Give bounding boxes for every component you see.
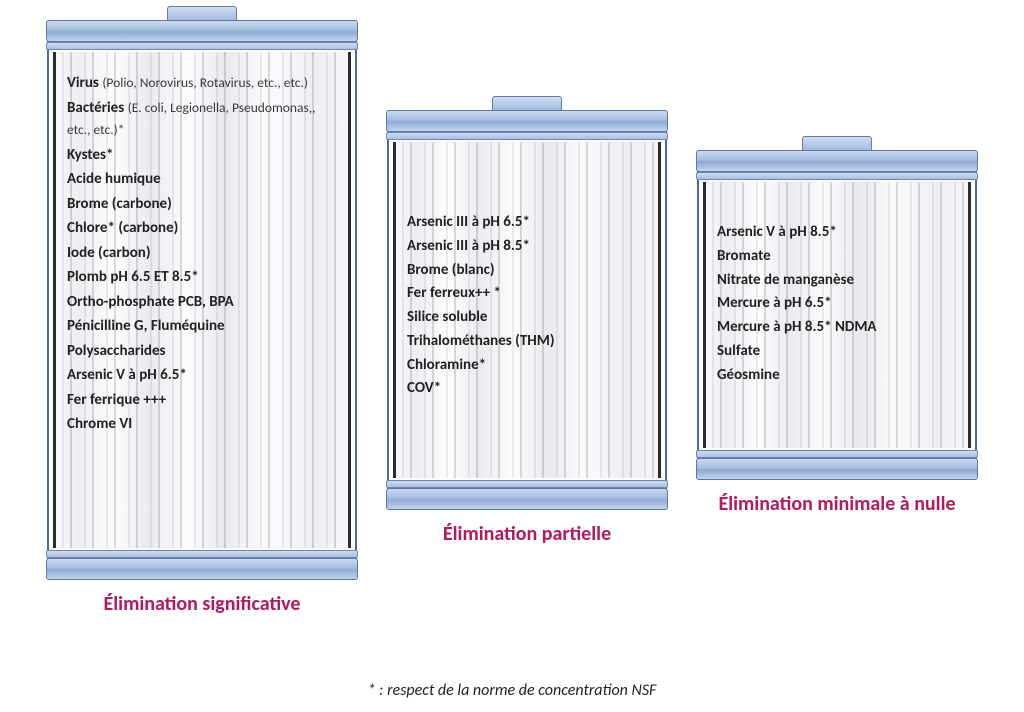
list-item: Trihalométhanes (THM) — [407, 331, 651, 353]
filter-content-list: Arsenic III à pH 6.5* Arsenic III à pH 8.… — [407, 212, 651, 472]
list-item-bold: Mercure à pH 6.5* — [717, 294, 832, 312]
filter-significative-wrap: Virus (Polio, Norovirus, Rotavirus, etc.… — [47, 20, 357, 616]
filter-cap-inner-top — [696, 172, 978, 180]
filter-cap-inner-bottom — [696, 450, 978, 458]
list-item-bold: Silice soluble — [407, 308, 487, 326]
list-item: Chloramine* — [407, 355, 651, 377]
list-item: Brome (carbone) — [67, 193, 341, 216]
filter-cap-top — [696, 150, 978, 172]
list-item-bold: Chrome VI — [67, 415, 132, 433]
list-item-bold: Acide humique — [67, 170, 161, 188]
filter-minimale-wrap: Arsenic V à pH 8.5* Bromate Nitrate de man… — [697, 20, 977, 516]
filter-cap-bottom — [696, 458, 978, 480]
filters-row: Virus (Polio, Norovirus, Rotavirus, etc.… — [0, 0, 1024, 616]
list-item: Bromate — [717, 246, 961, 268]
list-item-bold: Arsenic III à pH 8.5* — [407, 237, 530, 255]
filter-partielle: Arsenic III à pH 6.5* Arsenic III à pH 8.… — [387, 110, 667, 510]
list-item: Iode (carbon) — [67, 242, 341, 265]
list-item: Chlore* (carbone) — [67, 217, 341, 240]
caption-partielle: Élimination partielle — [443, 522, 611, 546]
filter-content-list: Arsenic V à pH 8.5* Bromate Nitrate de man… — [717, 222, 961, 442]
list-item-bold: Fer ferrique +++ — [67, 391, 166, 409]
filter-cap-bottom — [46, 558, 358, 580]
list-item-bold: Mercure à pH 8.5* NDMA — [717, 318, 877, 336]
list-item: Fer ferreux++ * — [407, 283, 651, 305]
list-item: Polysaccharides — [67, 340, 341, 363]
list-item: Fer ferrique +++ — [67, 389, 341, 412]
list-item: Chrome VI — [67, 413, 341, 436]
list-item-bold: Chlore* (carbone) — [67, 219, 178, 237]
list-item-bold: Arsenic V à pH 6.5* — [67, 366, 187, 384]
list-item-bold: Bromate — [717, 247, 771, 265]
list-item: Kystes* — [67, 144, 341, 167]
list-item: Mercure à pH 6.5* — [717, 293, 961, 315]
footnote-text: * : respect de la norme de concentration… — [0, 681, 1024, 700]
list-item-bold: Bactéries — [67, 99, 128, 117]
list-item: Silice soluble — [407, 307, 651, 329]
filter-significative: Virus (Polio, Norovirus, Rotavirus, etc.… — [47, 20, 357, 580]
filter-cap-inner-top — [386, 132, 668, 140]
list-item: Ortho-phosphate PCB, BPA — [67, 291, 341, 314]
list-item: Nitrate de manganèse — [717, 270, 961, 292]
list-item-bold: COV* — [407, 379, 441, 397]
list-item-bold: Chloramine* — [407, 356, 486, 374]
list-item: Virus (Polio, Norovirus, Rotavirus, etc.… — [67, 72, 341, 95]
list-item-bold: Géosmine — [717, 366, 780, 384]
caption-significative: Élimination significative — [104, 592, 301, 616]
list-item-bold: Plomb pH 6.5 ET 8.5* — [67, 268, 199, 286]
list-item-bold: Polysaccharides — [67, 342, 166, 360]
list-item: Arsenic III à pH 6.5* — [407, 212, 651, 234]
list-item-bold: Nitrate de manganèse — [717, 271, 854, 289]
filter-minimale: Arsenic V à pH 8.5* Bromate Nitrate de man… — [697, 150, 977, 480]
filter-cap-top — [46, 20, 358, 42]
list-item-bold: Virus — [67, 74, 102, 92]
list-item: Sulfate — [717, 341, 961, 363]
list-item-bold: Sulfate — [717, 342, 760, 360]
list-item: Arsenic V à pH 6.5* — [67, 364, 341, 387]
list-item: Acide humique — [67, 168, 341, 191]
list-item: Arsenic III à pH 8.5* — [407, 236, 651, 258]
list-item: COV* — [407, 378, 651, 400]
list-item-bold: Brome (blanc) — [407, 261, 495, 279]
filter-partielle-wrap: Arsenic III à pH 6.5* Arsenic III à pH 8.… — [387, 20, 667, 546]
list-item-bold: Iode (carbon) — [67, 244, 151, 262]
list-item: Pénicilline G, Fluméquine — [67, 315, 341, 338]
list-item-bold: Trihalométhanes (THM) — [407, 332, 555, 350]
list-item: Géosmine — [717, 365, 961, 387]
filter-cap-top — [386, 110, 668, 132]
list-item: Bactéries (E. coli, Legionella, Pseudomo… — [67, 97, 341, 142]
list-item-bold: Kystes* — [67, 146, 113, 164]
filter-cap-inner-bottom — [386, 480, 668, 488]
list-item: Arsenic V à pH 8.5* — [717, 222, 961, 244]
caption-minimale: Élimination minimale à nulle — [718, 492, 955, 516]
list-item-bold: Ortho-phosphate PCB, BPA — [67, 293, 234, 311]
filter-content-list: Virus (Polio, Norovirus, Rotavirus, etc.… — [67, 72, 341, 542]
list-item-bold: Arsenic III à pH 6.5* — [407, 213, 530, 231]
filter-cap-inner-bottom — [46, 550, 358, 558]
filter-cap-inner-top — [46, 42, 358, 50]
list-item-bold: Pénicilline G, Fluméquine — [67, 317, 225, 335]
list-item-detail: (Polio, Norovirus, Rotavirus, etc., etc.… — [102, 74, 308, 91]
list-item: Plomb pH 6.5 ET 8.5* — [67, 266, 341, 289]
list-item: Mercure à pH 8.5* NDMA — [717, 317, 961, 339]
filter-cap-bottom — [386, 488, 668, 510]
list-item-bold: Fer ferreux++ * — [407, 284, 501, 302]
list-item: Brome (blanc) — [407, 260, 651, 282]
list-item-bold: Brome (carbone) — [67, 195, 172, 213]
list-item-bold: Arsenic V à pH 8.5* — [717, 223, 837, 241]
